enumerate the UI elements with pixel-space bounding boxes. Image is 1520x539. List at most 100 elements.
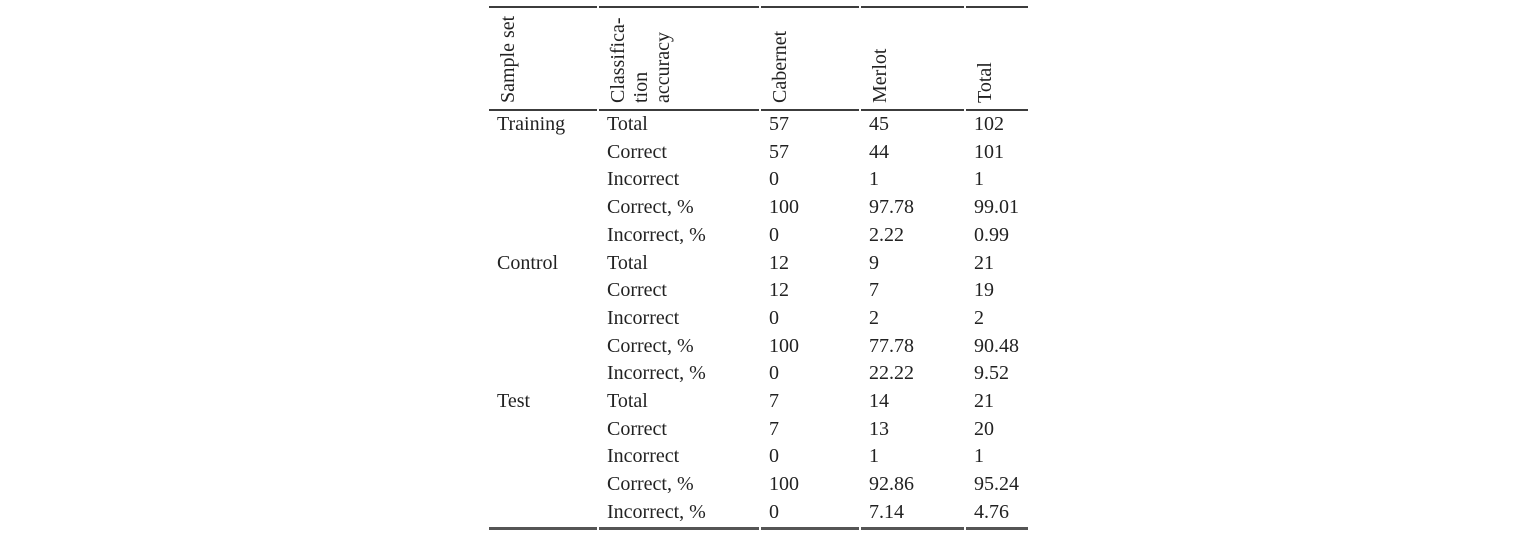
header-cell-classification-accuracy: Classifica- tion accuracy: [599, 6, 759, 111]
merlot-value-cell: 7: [869, 279, 879, 302]
sample-set-cell: Test: [497, 390, 531, 413]
sample-set-cell: [489, 360, 597, 388]
metric-cell: Total: [607, 251, 648, 274]
total-value-cell: 19: [974, 279, 994, 302]
sample-set-cell: [489, 139, 597, 167]
metric-cell: Incorrect: [607, 445, 680, 468]
table-row: Incorrect 0 2 2: [489, 305, 1028, 333]
merlot-value-cell: 13: [869, 417, 889, 440]
merlot-value-cell: 44: [869, 140, 889, 163]
header-cell-merlot: Merlot: [861, 6, 964, 111]
merlot-value-cell: 22.22: [869, 362, 914, 385]
cabernet-value-cell: 0: [761, 499, 859, 530]
metric-cell: Incorrect, %: [607, 362, 706, 385]
cabernet-value-cell: 57: [769, 140, 789, 163]
merlot-value-cell: 1: [869, 168, 879, 191]
cabernet-value-cell: 100: [769, 473, 799, 496]
cabernet-value-cell: 7: [769, 390, 779, 413]
total-value-cell: 2: [974, 306, 984, 329]
header-label-classification-accuracy: Classifica- tion accuracy: [607, 17, 674, 103]
cabernet-value-cell: 0: [769, 445, 779, 468]
cabernet-value-cell: 0: [769, 362, 779, 385]
metric-cell: Correct: [607, 140, 667, 163]
cabernet-value-cell: 0: [769, 223, 779, 246]
cabernet-value-cell: 100: [769, 334, 799, 357]
sample-set-cell: Training: [497, 113, 566, 135]
merlot-value-cell: 9: [869, 251, 879, 274]
table-row: Incorrect 0 1 1: [489, 443, 1028, 471]
metric-cell: Correct, %: [607, 473, 694, 496]
table-row: Control Total 12 9 21: [489, 250, 1028, 278]
table-row: Correct 12 7 19: [489, 277, 1028, 305]
sample-set-cell: [489, 471, 597, 499]
merlot-value-cell: 7.14: [861, 499, 964, 530]
sample-set-cell: [489, 305, 597, 333]
total-value-cell: 20: [974, 417, 994, 440]
header-label-merlot: Merlot: [869, 48, 891, 103]
header-label-total: Total: [974, 62, 996, 103]
header-cell-sample-set: Sample set: [489, 6, 597, 111]
table-row: Correct, % 100 77.78 90.48: [489, 333, 1028, 361]
total-value-cell: 90.48: [974, 334, 1019, 357]
total-value-cell: 101: [974, 140, 1004, 163]
sample-set-cell: [489, 333, 597, 361]
sample-set-cell: [489, 443, 597, 471]
sample-set-cell: [489, 194, 597, 222]
sample-set-cell: [489, 166, 597, 194]
metric-cell: Correct: [607, 417, 667, 440]
merlot-value-cell: 77.78: [869, 334, 914, 357]
table-row: Correct 7 13 20: [489, 416, 1028, 444]
merlot-value-cell: 14: [869, 390, 889, 413]
metric-cell: Correct: [607, 279, 667, 302]
metric-cell: Incorrect, %: [607, 223, 706, 246]
sample-set-cell: [489, 277, 597, 305]
classification-accuracy-table: Sample set Classifica- tion accuracy Cab…: [487, 6, 1030, 530]
total-value-cell: 21: [974, 251, 994, 274]
merlot-value-cell: 2.22: [869, 223, 904, 246]
sample-set-cell: [489, 222, 597, 250]
cabernet-value-cell: 7: [769, 417, 779, 440]
table-row: Correct 57 44 101: [489, 139, 1028, 167]
metric-cell: Incorrect, %: [599, 499, 759, 530]
table-row: Test Total 7 14 21: [489, 388, 1028, 416]
sample-set-cell: [489, 416, 597, 444]
total-value-cell: 102: [974, 113, 1004, 135]
header-label-sample-set: Sample set: [497, 15, 519, 103]
merlot-value-cell: 92.86: [869, 473, 914, 496]
cabernet-value-cell: 57: [769, 113, 789, 135]
total-value-cell: 1: [974, 445, 984, 468]
header-row: Sample set Classifica- tion accuracy Cab…: [489, 6, 1028, 111]
total-value-cell: 0.99: [974, 223, 1009, 246]
table-row: Correct, % 100 97.78 99.01: [489, 194, 1028, 222]
total-value-cell: 9.52: [974, 362, 1009, 385]
cabernet-value-cell: 12: [769, 251, 789, 274]
cabernet-value-cell: 0: [769, 168, 779, 191]
metric-cell: Total: [607, 390, 648, 413]
header-cell-cabernet: Cabernet: [761, 6, 859, 111]
table-row: Incorrect, % 0 2.22 0.99: [489, 222, 1028, 250]
table-row: Incorrect, % 0 22.22 9.52: [489, 360, 1028, 388]
total-value-cell: 21: [974, 390, 994, 413]
merlot-value-cell: 97.78: [869, 196, 914, 219]
table-row: Correct, % 100 92.86 95.24: [489, 471, 1028, 499]
total-value-cell: 99.01: [974, 196, 1019, 219]
merlot-value-cell: 2: [869, 306, 879, 329]
cabernet-value-cell: 0: [769, 306, 779, 329]
table-row: Incorrect, % 0 7.14 4.76: [489, 499, 1028, 530]
cabernet-value-cell: 100: [769, 196, 799, 219]
header-label-cabernet: Cabernet: [769, 30, 791, 103]
merlot-value-cell: 1: [869, 445, 879, 468]
header-cell-total: Total: [966, 6, 1028, 111]
total-value-cell: 95.24: [974, 473, 1019, 496]
cabernet-value-cell: 12: [769, 279, 789, 302]
merlot-value-cell: 45: [869, 113, 889, 135]
metric-cell: Correct, %: [607, 196, 694, 219]
metric-cell: Total: [607, 113, 648, 135]
sample-set-cell: [489, 499, 597, 530]
table-row: Incorrect 0 1 1: [489, 166, 1028, 194]
total-value-cell: 4.76: [966, 499, 1028, 530]
total-value-cell: 1: [974, 168, 984, 191]
sample-set-cell: Control: [497, 251, 559, 274]
table-row: Training Total 57 45 102: [489, 111, 1028, 139]
